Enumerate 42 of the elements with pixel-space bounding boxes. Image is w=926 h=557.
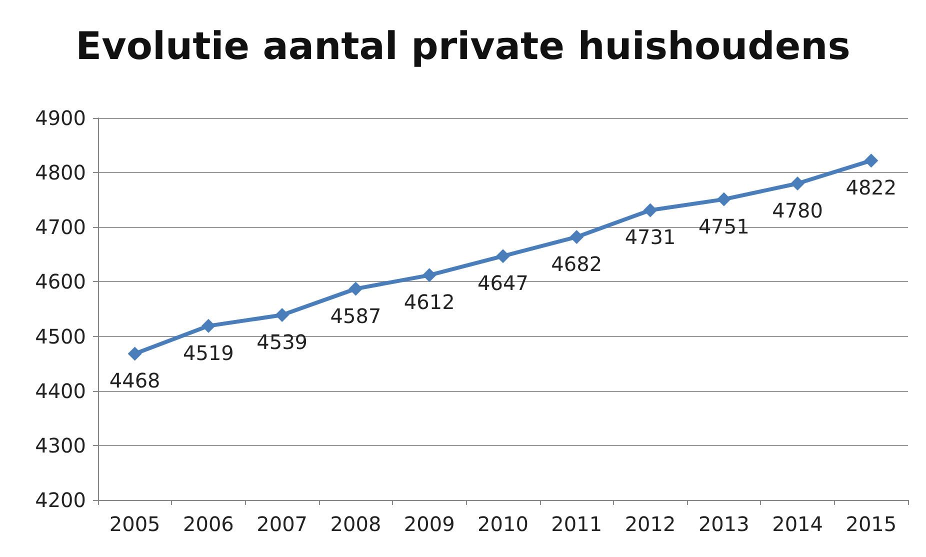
point [570, 230, 584, 244]
y-tick-label: 4900 [35, 106, 86, 130]
chart-title: Evolutie aantal private huishoudens [76, 24, 850, 68]
y-tick-label: 4300 [35, 433, 86, 458]
data-label: 4731 [624, 225, 676, 250]
x-tick-label: 2008 [330, 512, 382, 536]
x-tick-label: 2011 [551, 512, 602, 536]
point [275, 308, 290, 322]
point [643, 203, 658, 218]
data-label: 4751 [698, 214, 750, 238]
x-tick-label: 2012 [624, 512, 676, 536]
y-tick-label: 4500 [35, 324, 86, 348]
point [128, 346, 142, 361]
x-tick-label: 2013 [698, 512, 750, 536]
data-label: 4539 [256, 330, 308, 354]
data-label: 4519 [183, 340, 234, 365]
x-tick-label: 2015 [846, 512, 897, 536]
x-tick-label: 2009 [404, 512, 455, 536]
point [716, 192, 731, 206]
data-label: 4647 [478, 271, 528, 296]
point [496, 249, 510, 264]
data-label: 4822 [846, 176, 897, 200]
x-tick-label: 2010 [478, 512, 528, 536]
point [201, 318, 216, 333]
x-tick-label: 2014 [772, 512, 823, 536]
point [422, 268, 436, 282]
point [348, 282, 363, 296]
point [864, 154, 878, 168]
y-tick-label: 4600 [35, 270, 86, 294]
y-tick-label: 4200 [35, 488, 86, 512]
x-tick-label: 2006 [183, 512, 234, 536]
x-tick-label: 2007 [256, 512, 308, 536]
data-label: 4468 [109, 368, 160, 393]
y-tick-label: 4400 [35, 378, 86, 403]
data-label: 4587 [330, 304, 382, 328]
data-label: 4682 [551, 252, 602, 276]
point [790, 176, 805, 190]
y-tick-label: 4800 [35, 160, 86, 185]
data-label: 4612 [404, 290, 455, 314]
x-tick-label: 2005 [109, 512, 160, 536]
data-label: 4780 [772, 198, 823, 222]
y-tick-label: 4700 [35, 215, 86, 240]
